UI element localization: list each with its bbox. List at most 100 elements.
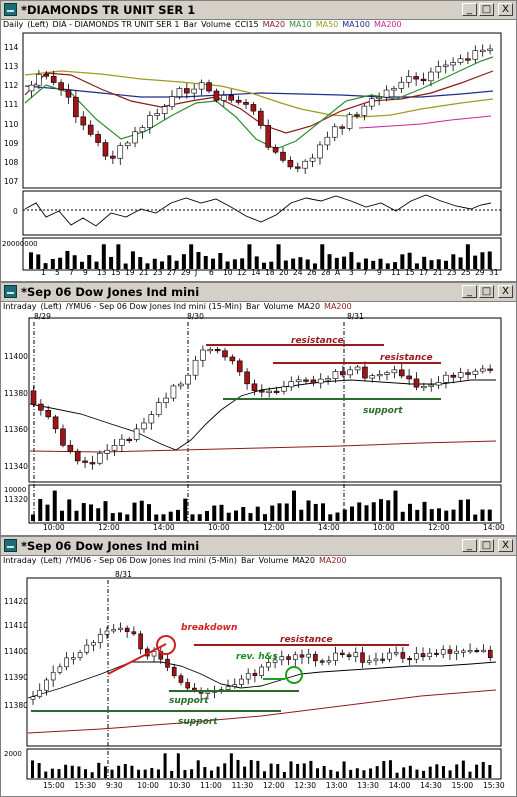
vol-tick: 20000000 <box>2 240 38 248</box>
window-titlebar[interactable]: *Sep 06 Dow Jones Ind mini _ □ X <box>1 283 516 302</box>
x-tick: 13:00 <box>326 781 348 790</box>
price-bar <box>133 428 140 440</box>
price-bar <box>28 84 35 92</box>
price-bar <box>340 652 345 656</box>
price-bar <box>340 371 346 376</box>
y-tick: 11380 <box>4 701 28 710</box>
price-bar <box>236 360 243 373</box>
price-bar <box>434 652 439 655</box>
price-bar <box>38 403 44 411</box>
price-bar <box>221 95 227 101</box>
price-bar <box>428 384 435 387</box>
volume-bar <box>256 760 260 778</box>
price-bar <box>479 49 486 52</box>
price-bar <box>82 460 88 463</box>
price-bar <box>161 106 168 114</box>
price-bar <box>487 48 493 51</box>
price-bar <box>450 62 456 66</box>
volume-bar <box>356 262 361 269</box>
close-button[interactable]: X <box>498 539 513 552</box>
price-bar <box>384 372 390 375</box>
volume-bar <box>335 771 339 778</box>
price-bar <box>472 50 479 60</box>
fifteen-min-chart-window[interactable]: *Sep 06 Dow Jones Ind mini _ □ X Intrada… <box>0 282 517 536</box>
x-tick: 15:00 <box>43 781 65 790</box>
x-tick: 29 <box>475 268 485 277</box>
volume-bar <box>369 768 373 778</box>
price-bar <box>447 649 453 654</box>
cci-line <box>24 194 492 227</box>
minimize-button[interactable]: _ <box>462 3 477 16</box>
volume-bar <box>312 263 317 269</box>
header-item: Volume <box>201 20 231 29</box>
volume-bar <box>451 509 456 521</box>
price-bar <box>44 679 49 691</box>
ma20-line <box>24 70 494 134</box>
volume-bar <box>448 770 452 778</box>
maximize-button[interactable]: □ <box>479 3 494 16</box>
volume-bar <box>283 260 288 269</box>
volume-bar <box>81 503 86 521</box>
volume-bar <box>60 510 64 521</box>
volume-bar <box>320 244 325 269</box>
y-tick: 11340 <box>4 462 28 471</box>
volume-bar <box>255 506 260 521</box>
header-item: Bar <box>240 556 255 565</box>
volume-bar <box>378 258 383 269</box>
ma100-line <box>24 85 494 98</box>
price-bar <box>457 58 464 63</box>
x-tick: 18 <box>265 268 275 277</box>
vol-tick: 2000 <box>4 750 22 758</box>
close-button[interactable]: X <box>498 3 513 16</box>
volume-bars <box>31 490 492 521</box>
resistance-label: resistance <box>380 353 433 363</box>
fifteen-min-chart-plot[interactable]: 8/29 8/30 8/31 11400 11380 11360 11340 1… <box>1 312 517 536</box>
volume-bar <box>395 772 399 778</box>
window-titlebar[interactable]: *DIAMONDS TR UNIT SER 1 _ □ X <box>1 1 516 20</box>
volume-bar <box>422 770 426 778</box>
price-bar <box>413 76 419 80</box>
volume-bar <box>305 259 310 269</box>
price-bar <box>366 660 372 663</box>
y-tick: 11400 <box>4 352 28 361</box>
price-bar <box>102 142 109 157</box>
maximize-button[interactable]: □ <box>479 539 494 552</box>
close-button[interactable]: X <box>498 285 513 298</box>
price-bar <box>421 385 427 389</box>
legend-ma20: MA20 <box>262 20 286 29</box>
price-bar <box>118 627 123 630</box>
header-item: /YMU6 - Sep 06 Dow Jones Ind mini (5-Min… <box>65 556 237 565</box>
volume-bar <box>234 510 238 521</box>
x-tick: 12:00 <box>98 523 120 532</box>
volume-bar <box>292 490 296 521</box>
price-bar <box>96 452 103 464</box>
price-bar <box>380 658 385 661</box>
volume-bar <box>481 761 485 778</box>
maximize-button[interactable]: □ <box>479 285 494 298</box>
daily-chart-window[interactable]: *DIAMONDS TR UNIT SER 1 _ □ X Daily (Left… <box>0 0 517 282</box>
x-tick: 10:00 <box>373 523 395 532</box>
minimize-button[interactable]: _ <box>462 539 477 552</box>
volume-bar <box>110 769 114 778</box>
window-titlebar[interactable]: *Sep 06 Dow Jones Ind mini _ □ X <box>1 537 516 556</box>
price-bar <box>245 672 251 680</box>
volume-bar <box>284 503 289 521</box>
volume-bar <box>218 253 223 269</box>
volume-bar <box>103 766 107 778</box>
y-tick: 110 <box>4 120 19 129</box>
volume-bar <box>461 760 465 778</box>
breakdown-label: breakdown <box>181 623 237 633</box>
daily-chart-plot[interactable]: 114 113 112 111 110 109 108 107 0 200000… <box>1 31 517 281</box>
five-min-chart-window[interactable]: *Sep 06 Dow Jones Ind mini _ □ X Intrada… <box>0 536 517 797</box>
price-bar <box>465 372 471 375</box>
price-bar <box>58 82 64 91</box>
five-min-chart-plot[interactable]: 8/31 11420 11410 11400 11390 11380 2000 … <box>1 566 517 797</box>
header-item: Volume <box>258 556 289 565</box>
price-bar <box>251 383 258 391</box>
price-bar <box>165 658 170 668</box>
volume-bar <box>243 766 247 778</box>
minimize-button[interactable]: _ <box>462 285 477 298</box>
price-bar <box>303 379 309 382</box>
x-tick: 6 <box>209 268 214 277</box>
price-bar <box>398 81 405 89</box>
